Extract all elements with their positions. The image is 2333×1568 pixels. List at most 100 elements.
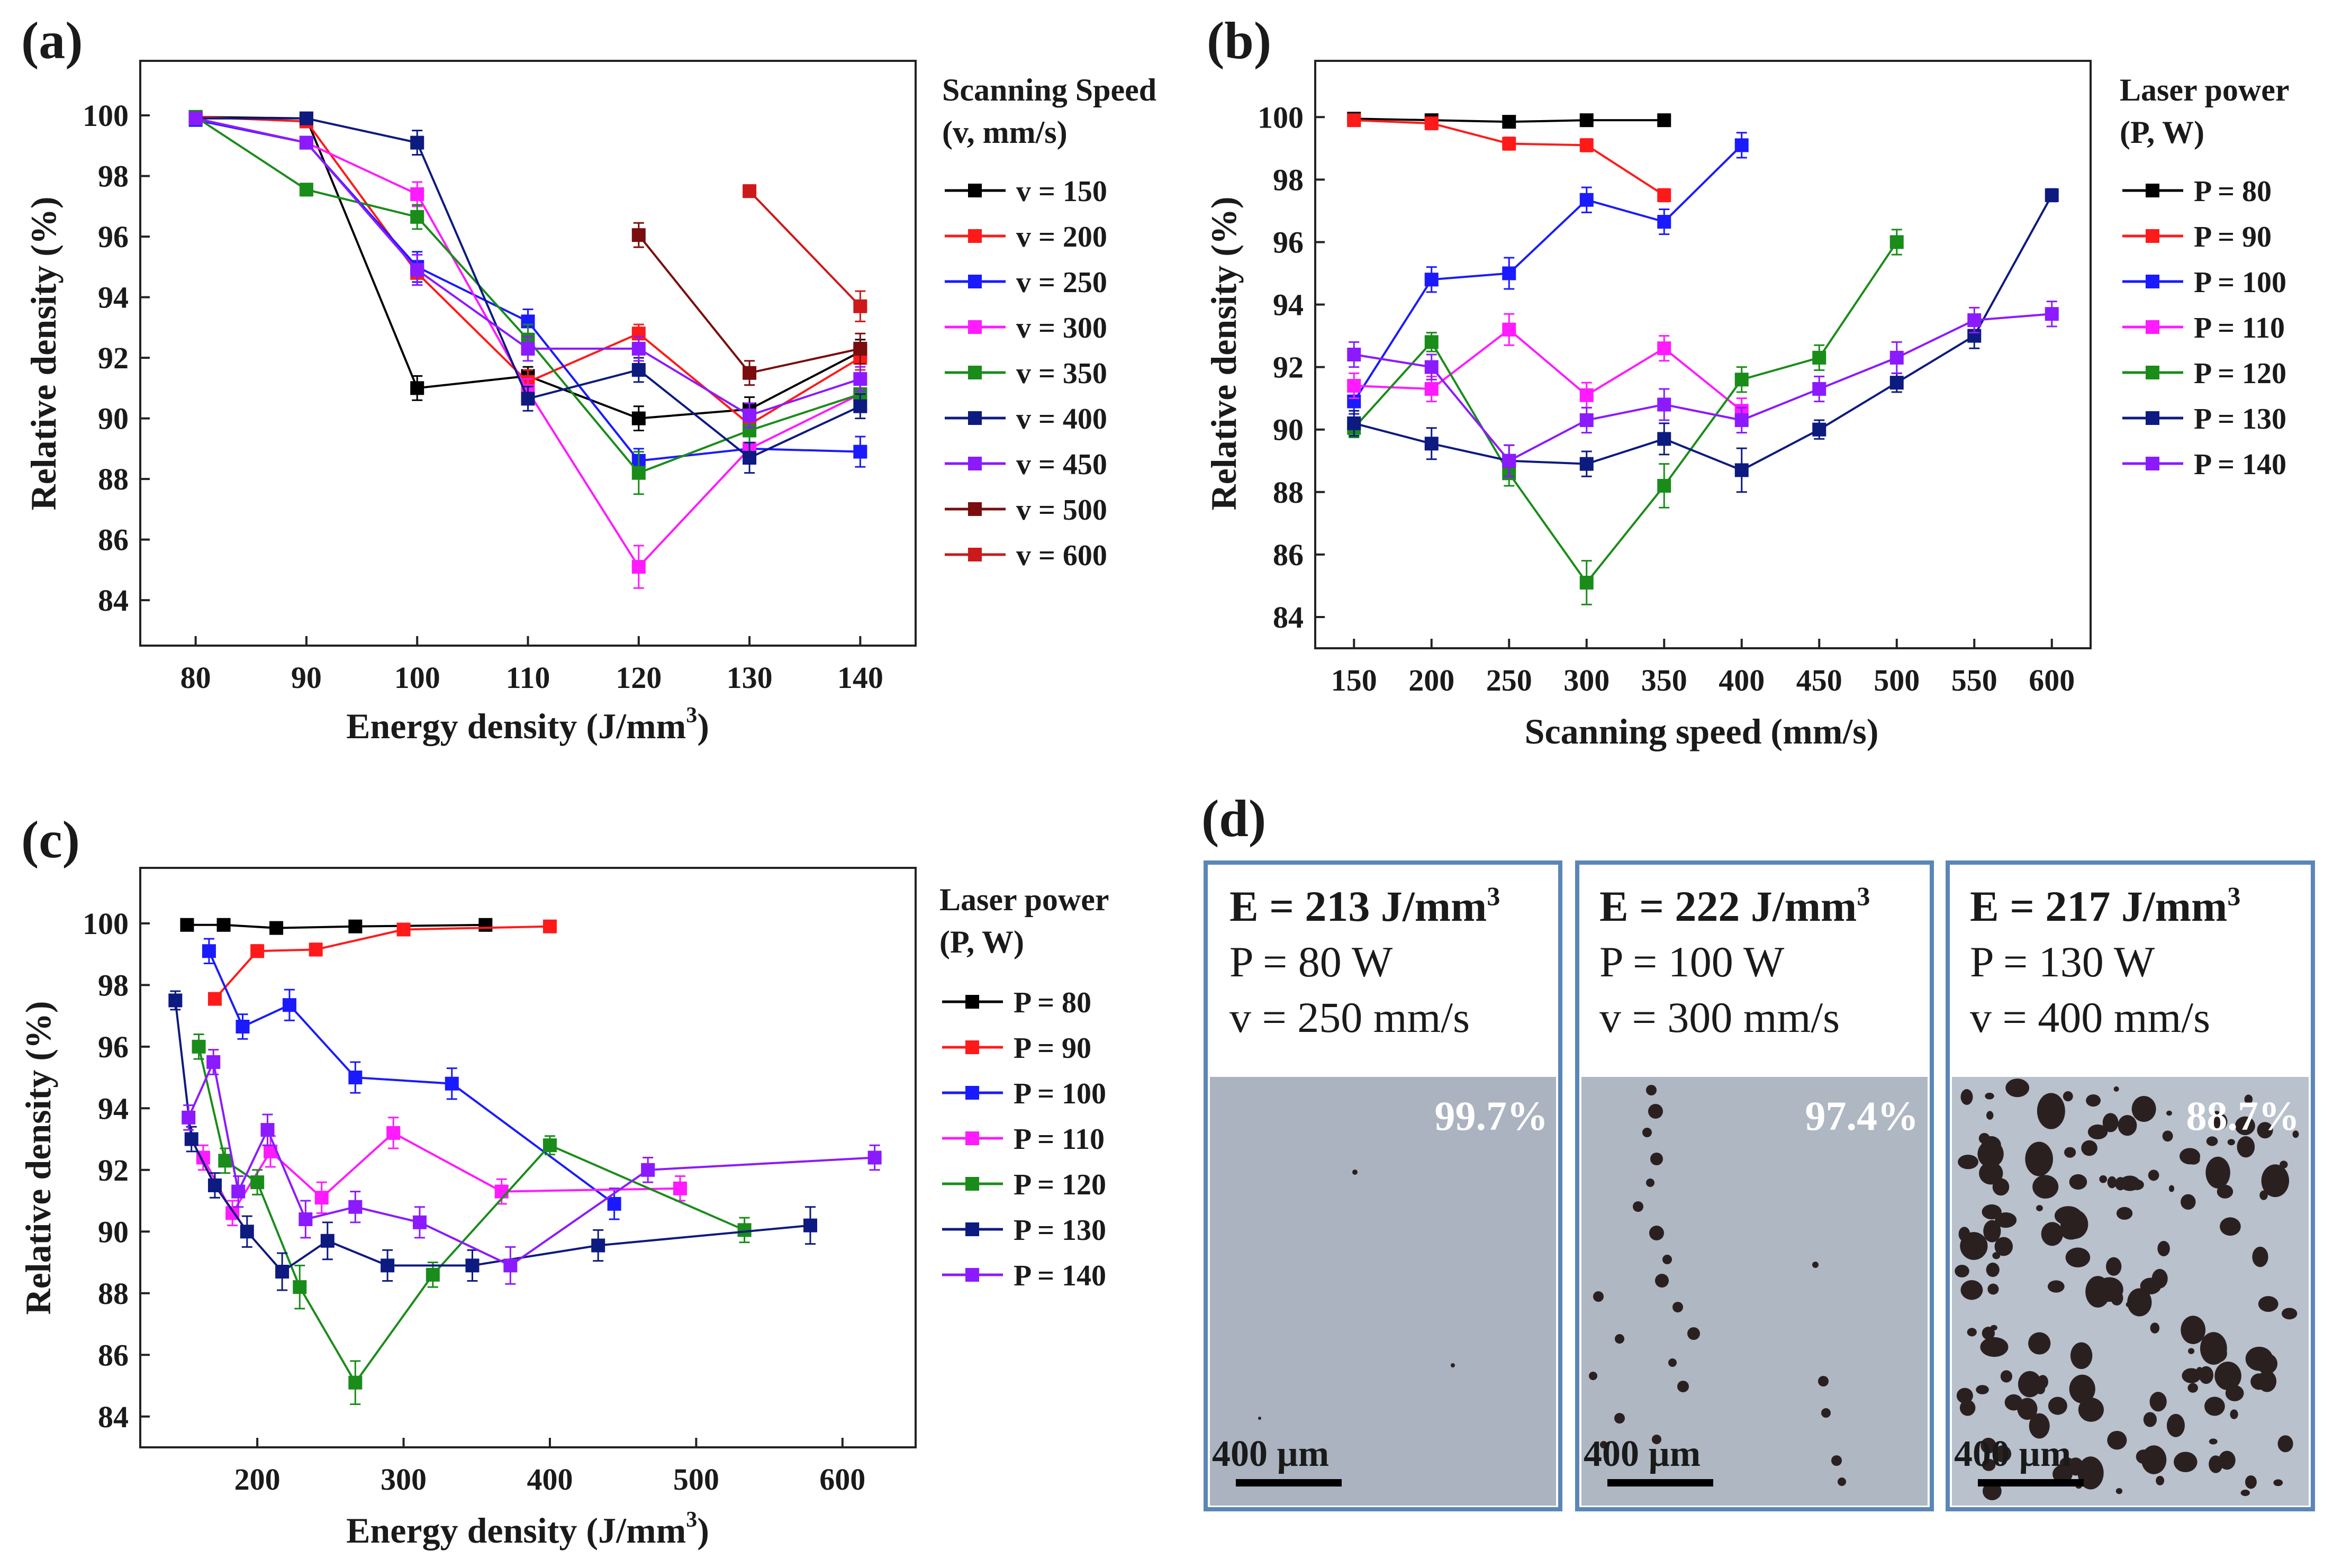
x-tick-label: 120	[616, 660, 662, 695]
pore	[1978, 1132, 1990, 1144]
legend-label: P = 100	[1014, 1077, 1106, 1110]
card-3-speed: v = 400 mm/s	[1970, 993, 2210, 1041]
data-point	[1734, 413, 1749, 427]
legend-entry: P = 90	[942, 1032, 1091, 1065]
data-point	[250, 1175, 265, 1190]
pore	[1838, 1478, 1846, 1486]
plot-c-x-ticks: 200 300 400 500 600	[234, 1438, 865, 1497]
x-tick-label: 130	[727, 660, 773, 695]
panel-d: (d) E = 213 J/mm3 P = 80 W v = 250 mm/s …	[1201, 789, 2315, 1511]
pore	[2220, 1217, 2241, 1236]
data-point	[1734, 138, 1749, 152]
data-point	[309, 942, 323, 957]
data-point	[631, 411, 646, 425]
series-p130	[168, 990, 817, 1291]
series-line	[638, 234, 861, 374]
pore	[1986, 1262, 2000, 1277]
data-point	[2045, 188, 2059, 202]
y-tick-label: 84	[98, 1400, 129, 1434]
data-point	[1347, 416, 1361, 430]
y-tick-label: 92	[98, 1153, 129, 1188]
legend-entry: v = 450	[945, 448, 1107, 481]
series-p130	[1347, 188, 2059, 493]
legend-b-title-2: (P, W)	[2120, 115, 2204, 150]
pore	[1831, 1455, 1842, 1466]
legend-marker	[2146, 411, 2159, 425]
pore	[1593, 1291, 1604, 1302]
pore	[2041, 1222, 2064, 1246]
y-tick-label: 96	[98, 220, 129, 254]
panel-b-letter: (b)	[1207, 11, 1271, 70]
legend-label: P = 100	[2194, 266, 2286, 299]
pore	[2130, 1179, 2144, 1190]
plot-c-y-axis-label: Relative density (%)	[18, 1001, 58, 1315]
data-point	[410, 187, 424, 201]
data-point	[1424, 360, 1439, 374]
data-point	[1424, 335, 1439, 349]
pore	[2187, 1383, 2198, 1393]
legend-marker	[968, 502, 982, 516]
pore	[1818, 1376, 1829, 1386]
data-point	[853, 299, 867, 313]
legend-entry: P = 140	[2122, 448, 2286, 481]
pore	[1668, 1358, 1677, 1367]
data-point	[1657, 215, 1671, 229]
legend-entry: P = 110	[2122, 312, 2285, 345]
data-point	[1657, 478, 1671, 493]
y-tick-label: 98	[1273, 162, 1304, 197]
series-line	[1353, 241, 1898, 585]
data-point	[542, 919, 557, 933]
pore	[2281, 1308, 2298, 1320]
series-p90	[1347, 113, 1671, 203]
pore	[2151, 1268, 2168, 1289]
pore	[1992, 1252, 2001, 1259]
pore	[1993, 1445, 2012, 1463]
data-point	[607, 1197, 621, 1211]
series-line	[1353, 313, 2052, 463]
pore	[2209, 1455, 2223, 1473]
pore	[1956, 1388, 1973, 1404]
pore	[2168, 1185, 2175, 1192]
pore	[2086, 1094, 2101, 1107]
card-1-power: P = 80 W	[1229, 938, 1393, 986]
pore	[2116, 1207, 2133, 1220]
pore	[2257, 1122, 2273, 1139]
data-point	[240, 1225, 254, 1239]
legend-entry: P = 120	[2122, 357, 2286, 390]
x-tick-label: 90	[291, 660, 322, 695]
data-point	[410, 263, 424, 277]
y-tick-label: 96	[1273, 225, 1304, 259]
x-tick-label: 600	[2029, 663, 2075, 697]
data-point	[250, 944, 265, 958]
pore	[2141, 1445, 2167, 1474]
x-tick-label: 80	[180, 660, 211, 695]
pore	[1981, 1437, 1996, 1454]
pore	[2107, 1176, 2117, 1189]
x-tick-label: 400	[527, 1462, 573, 1497]
pore	[2218, 1451, 2236, 1470]
card-1-energy: E = 213 J/mm3	[1229, 881, 1500, 930]
legend-entry: P = 100	[942, 1077, 1106, 1110]
data-point	[236, 1019, 250, 1034]
pore	[2225, 1385, 2244, 1401]
plot-b-y-axis-label: Relative density (%)	[1204, 196, 1244, 510]
legend-label: v = 500	[1016, 494, 1107, 527]
pore	[1960, 1280, 1983, 1300]
card-3-energy: E = 217 J/mm3	[1970, 881, 2240, 930]
legend-label: v = 450	[1016, 448, 1107, 481]
data-point	[207, 992, 222, 1006]
legend-label: P = 80	[1014, 986, 1091, 1019]
legend-entry: P = 140	[942, 1259, 1106, 1292]
data-point	[853, 341, 867, 356]
pore	[1600, 1441, 1607, 1448]
legend-label: P = 120	[2194, 357, 2286, 390]
pore	[2181, 1194, 2196, 1210]
y-tick-label: 100	[83, 907, 129, 941]
data-point	[445, 1076, 459, 1091]
y-tick-label: 84	[98, 583, 129, 618]
legend-marker	[2146, 366, 2159, 379]
legend-entry: v = 400	[945, 403, 1107, 436]
pore	[1958, 1154, 1978, 1170]
pore	[2048, 1397, 2067, 1415]
